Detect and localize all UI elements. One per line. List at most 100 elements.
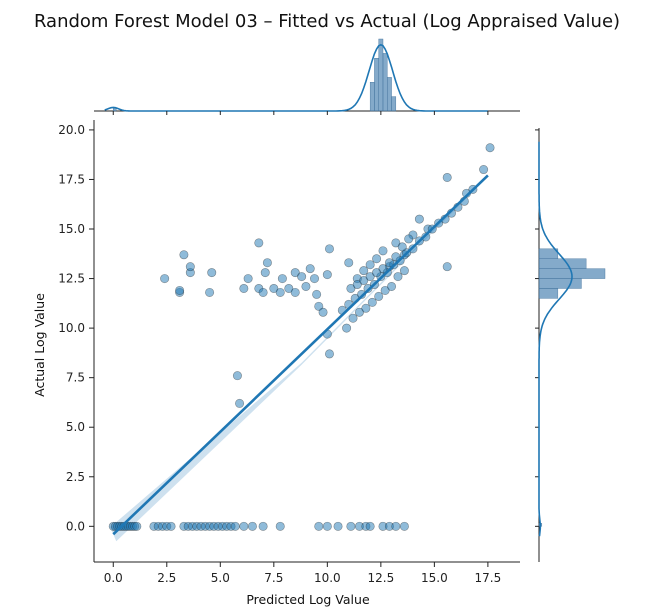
top-hist-bar <box>387 77 392 112</box>
scatter-point <box>185 262 195 272</box>
right-hist-bar <box>538 258 587 269</box>
scatter-point <box>357 289 367 299</box>
right-kde-curve <box>538 141 573 537</box>
scatter-point <box>275 521 285 531</box>
x-tick-label: 2.5 <box>157 571 176 585</box>
scatter-point <box>205 287 215 297</box>
top-hist-bar <box>382 53 388 112</box>
scatter-point <box>322 270 332 280</box>
scatter-point <box>359 266 369 276</box>
top-hist-bar <box>378 38 384 112</box>
scatter-point <box>397 242 407 252</box>
scatter-point <box>207 268 217 278</box>
scatter-point <box>391 252 401 262</box>
scatter-point <box>367 297 377 307</box>
chart-title: Random Forest Model 03 – Fitted vs Actua… <box>34 11 620 32</box>
scatter-point <box>235 398 245 408</box>
scatter-point <box>359 276 369 286</box>
scatter-point <box>342 323 352 333</box>
y-tick-label: 7.5 <box>66 371 85 385</box>
scatter-point <box>346 521 356 531</box>
scatter-point <box>290 268 300 278</box>
x-axis-label: Predicted Log Value <box>246 592 370 607</box>
scatter-point <box>297 272 307 282</box>
scatter-point <box>354 307 364 317</box>
scatter-point <box>258 521 268 531</box>
top-hist-bar <box>391 96 397 112</box>
scatter-point <box>380 285 390 295</box>
scatter-point <box>312 289 322 299</box>
scatter-point <box>322 521 332 531</box>
right-hist-bar <box>538 288 559 299</box>
regression-confidence-band <box>110 174 488 542</box>
scatter-point <box>324 349 334 359</box>
x-tick-label: 17.5 <box>475 571 502 585</box>
scatter-point <box>269 283 279 293</box>
scatter-point <box>284 283 294 293</box>
scatter-point <box>258 287 268 297</box>
scatter-point <box>239 283 249 293</box>
scatter-point <box>324 244 334 254</box>
scatter-point <box>352 280 362 290</box>
scatter-point <box>399 521 409 531</box>
y-tick-label: 5.0 <box>66 420 85 434</box>
scatter-point <box>166 521 176 531</box>
scatter-point <box>442 172 452 182</box>
scatter-point <box>262 258 272 268</box>
scatter-point <box>179 250 189 260</box>
scatter-point <box>378 264 388 274</box>
y-tick-label: 10.0 <box>58 321 85 335</box>
x-tick-label: 5.0 <box>211 571 230 585</box>
scatter-point <box>333 521 343 531</box>
scatter-point <box>232 371 242 381</box>
scatter-point <box>442 262 452 272</box>
scatter-point <box>414 214 424 224</box>
y-axis-label: Actual Log Value <box>32 293 47 397</box>
scatter-point <box>372 254 382 264</box>
x-tick-label: 0.0 <box>104 571 123 585</box>
top-kde-curve <box>104 43 488 112</box>
scatter-point <box>132 521 142 531</box>
scatter-point <box>365 260 375 270</box>
scatter-point <box>301 281 311 291</box>
scatter-point <box>404 234 414 244</box>
scatter-point <box>344 258 354 268</box>
scatter-point <box>309 274 319 284</box>
scatter-point <box>399 266 409 276</box>
scatter-point <box>361 303 371 313</box>
scatter-point <box>348 313 358 323</box>
scatter-point <box>387 281 397 291</box>
right-hist-bar <box>538 278 582 289</box>
scatter-point <box>365 272 375 282</box>
y-tick-label: 20.0 <box>58 123 85 137</box>
scatter-point <box>290 287 300 297</box>
scatter-point <box>391 521 401 531</box>
scatter-point <box>230 521 240 531</box>
scatter-point <box>372 268 382 278</box>
scatter-point <box>239 521 249 531</box>
scatter-point <box>254 238 264 248</box>
right-marginal-histogram <box>535 128 606 562</box>
y-tick-label: 17.5 <box>58 172 85 186</box>
x-tick-label: 7.5 <box>264 571 283 585</box>
scatter-point <box>378 246 388 256</box>
scatter-point <box>175 285 185 295</box>
top-marginal-histogram <box>94 38 520 112</box>
x-tick-label: 10.0 <box>314 571 341 585</box>
scatter-point <box>479 165 489 175</box>
scatter-point <box>260 268 270 278</box>
scatter-point <box>277 274 287 284</box>
scatter-point <box>314 521 324 531</box>
y-tick-label: 12.5 <box>58 272 85 286</box>
scatter-point <box>275 287 285 297</box>
regression-line <box>112 174 489 536</box>
scatter-point <box>247 521 257 531</box>
scatter-point <box>421 232 431 242</box>
scatter-point <box>318 307 328 317</box>
main-scatter-axes: 0.0 2.5 5.0 7.5 10.0 12.5 15.0 17.5 0.0 2.5 5.0 7.… <box>58 111 520 585</box>
right-hist-bar <box>538 248 559 259</box>
scatter-point <box>391 238 401 248</box>
x-tick-label: 15.0 <box>421 571 448 585</box>
scatter-point <box>365 521 375 531</box>
scatter-point <box>374 291 384 301</box>
